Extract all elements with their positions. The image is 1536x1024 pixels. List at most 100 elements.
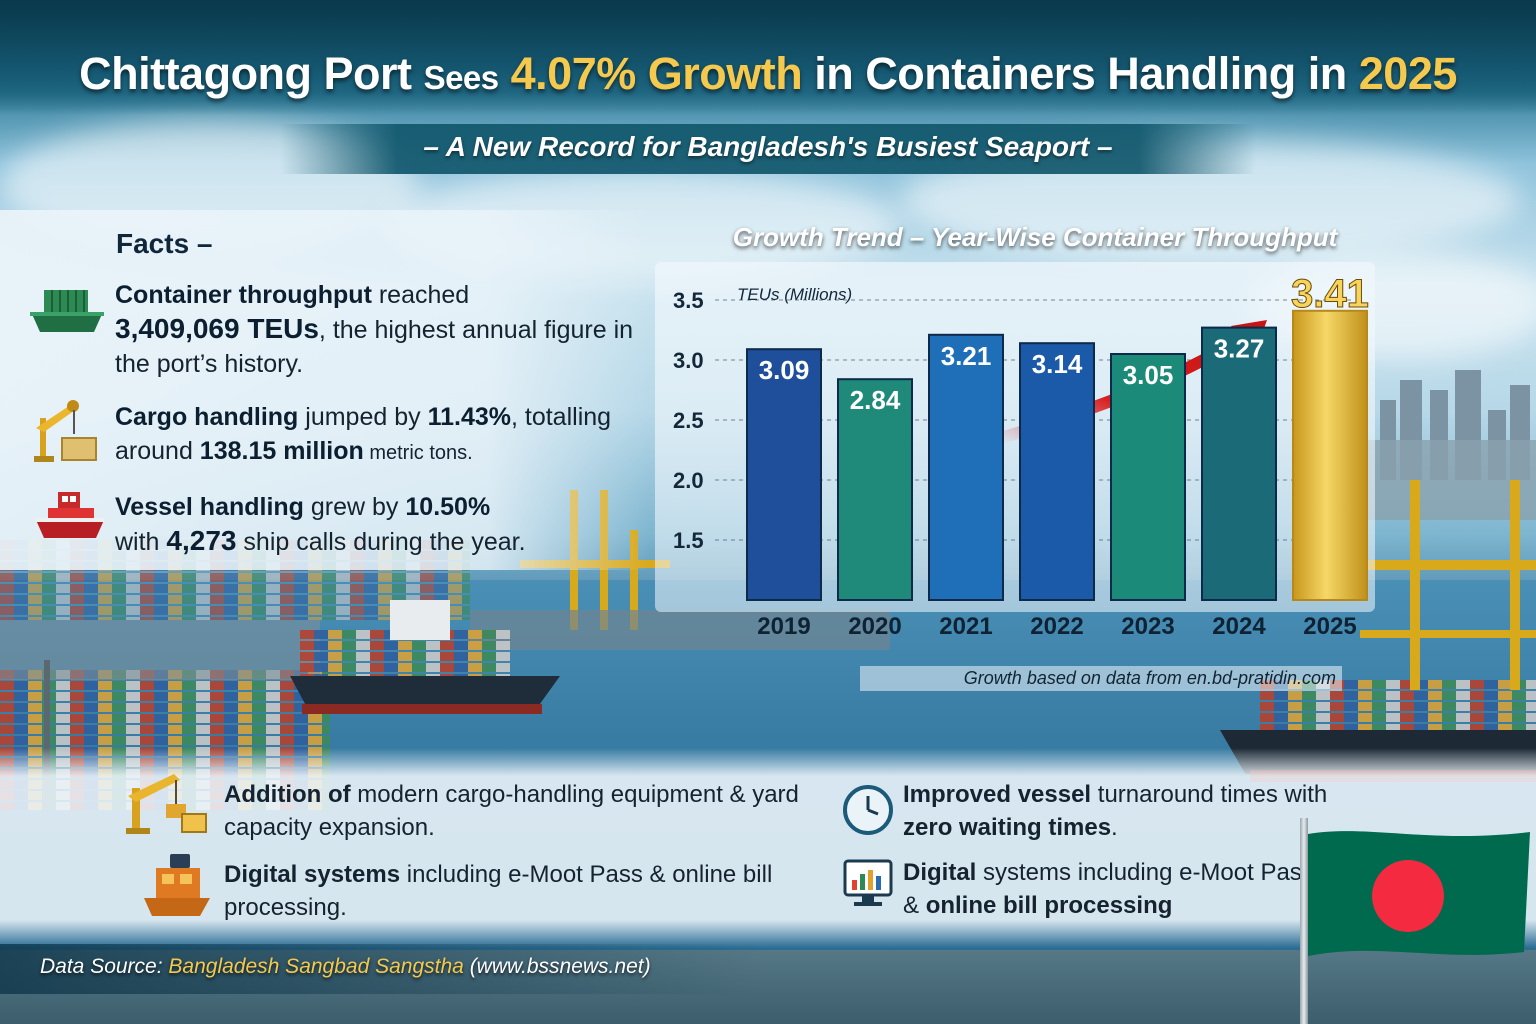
note-text: turnaround times with xyxy=(1091,781,1328,808)
crane-equipment-icon xyxy=(126,774,207,834)
chart-bars xyxy=(746,309,1368,602)
cargo-ship xyxy=(290,600,560,725)
fact-text: grew by xyxy=(303,493,406,521)
clock-icon xyxy=(843,785,893,835)
x-tick-label: 2019 xyxy=(757,613,810,640)
chart-title: Growth Trend – Year-Wise Container Throu… xyxy=(732,222,1338,252)
monitor-chart-icon xyxy=(843,859,893,906)
y-tick-label: 1.5 xyxy=(673,528,704,553)
digital-freight-icon xyxy=(144,854,210,916)
title-text: Sees xyxy=(423,59,500,96)
x-tick-label: 2020 xyxy=(848,613,901,640)
y-tick-label: 2.0 xyxy=(673,468,704,493)
facts-panel xyxy=(0,210,650,570)
fact-item: Container throughput reached 3,409,069 T… xyxy=(115,278,655,381)
source-url: (www.bssnews.net) xyxy=(469,955,651,978)
note-text: including e-Moot Pass & online bill proc… xyxy=(224,861,773,921)
x-tick-label: 2022 xyxy=(1030,613,1083,640)
note-text: modern cargo-handling equipment & yard c… xyxy=(224,781,799,841)
gantry-cranes-right xyxy=(1360,480,1536,690)
bar-value-label: 3.41 xyxy=(1291,272,1369,316)
fact-value: 10.50% xyxy=(405,493,491,521)
note-item: Digital systems including e-Moot Pass & … xyxy=(903,856,1323,922)
note-bold: online bill processing xyxy=(925,892,1173,919)
fact-item: Cargo handling jumped by 11.43%, totalli… xyxy=(115,400,675,470)
note-text: . xyxy=(1111,814,1118,841)
fact-text: ship calls during the year. xyxy=(236,528,526,556)
fact-text: with xyxy=(115,528,167,556)
crane-icon xyxy=(34,400,97,462)
title-year: 2025 xyxy=(1358,48,1458,99)
fact-text: reached xyxy=(371,281,470,309)
fact-item: Vessel handling grew by 10.50% with 4,27… xyxy=(115,490,655,559)
note-item: Improved vessel turnaround times with ze… xyxy=(903,778,1333,844)
note-text: systems including e-Moot Pass & xyxy=(903,859,1314,919)
subtitle-band xyxy=(280,124,1256,174)
title-text: in Containers Handling in xyxy=(814,48,1347,99)
x-tick-label: 2024 xyxy=(1212,613,1266,640)
dock xyxy=(470,610,890,650)
source-label: Data Source: xyxy=(40,955,163,978)
y-tick-label: 3.5 xyxy=(673,288,704,313)
bar-value-label: 3.27 xyxy=(1214,334,1265,364)
bar-value-label: 3.05 xyxy=(1123,360,1174,390)
fact-value: 3,409,069 TEUs xyxy=(115,313,319,344)
facts-heading: Facts – xyxy=(116,228,213,259)
fact-text: metric tons. xyxy=(363,442,473,464)
fact-text: , totalling around xyxy=(115,403,612,465)
chart-x-ticks: 2019 2020 2021 2022 2023 2024 2025 xyxy=(757,613,1356,640)
bar xyxy=(837,378,913,601)
chart-source-note: Growth based on data from en.bd-pratidin… xyxy=(860,666,1342,691)
cargo-ship-icon xyxy=(30,290,104,332)
y-tick-label: 3.0 xyxy=(673,348,704,373)
fact-value: 138.15 million xyxy=(199,437,364,465)
bar xyxy=(1292,309,1368,602)
fact-text: jumped by xyxy=(298,403,428,431)
title-text: Chittagong Port xyxy=(79,48,412,99)
note-bold: Addition of xyxy=(224,781,351,808)
fact-bold: Cargo handling xyxy=(115,403,299,431)
bar-value-label: 3.14 xyxy=(1032,349,1083,379)
x-tick-label: 2025 xyxy=(1303,613,1356,640)
page-title: Chittagong Port Sees 4.07% Growth in Con… xyxy=(0,48,1536,100)
bar xyxy=(1019,342,1095,601)
light-pole xyxy=(44,660,50,810)
fact-value: 11.43% xyxy=(427,403,511,431)
dock xyxy=(0,620,320,680)
note-bold: Digital systems xyxy=(224,861,401,888)
note-item: Digital systems including e-Moot Pass & … xyxy=(224,858,784,924)
source-band xyxy=(0,944,760,994)
fact-bold: Container throughput xyxy=(115,281,372,309)
bottom-panel xyxy=(0,748,1536,948)
city-ground xyxy=(1360,440,1536,520)
title-band xyxy=(0,0,1536,115)
chart-value-labels: 3.09 2.84 3.21 3.14 3.05 3.27 3.41 xyxy=(759,271,1370,415)
data-source: Data Source: Bangladesh Sangbad Sangstha… xyxy=(40,955,651,979)
note-bold: Digital xyxy=(903,859,977,886)
y-axis-label: TEUs (Millions) xyxy=(737,285,852,304)
y-tick-label: 2.5 xyxy=(673,408,704,433)
bar-value-label: 3.21 xyxy=(941,341,992,371)
bar xyxy=(746,348,822,601)
fact-bold: Vessel handling xyxy=(115,493,304,521)
note-bold: zero waiting times xyxy=(903,814,1112,841)
bar-value-label: 3.09 xyxy=(759,355,810,385)
source-name: Bangladesh Sangbad Sangstha xyxy=(168,955,464,978)
x-tick-label: 2021 xyxy=(939,613,992,640)
fact-text: , the highest annual figure in the port’… xyxy=(115,316,634,378)
bangladesh-flag xyxy=(1308,831,1530,956)
fact-value: 4,273 xyxy=(166,525,237,556)
subtitle: – A New Record for Bangladesh's Busiest … xyxy=(423,131,1113,162)
bar xyxy=(1110,353,1186,601)
bar xyxy=(928,333,1004,602)
note-bold: Improved vessel xyxy=(903,781,1092,808)
vessel-icon xyxy=(36,492,104,538)
chart-y-ticks: 1.5 2.0 2.5 3.0 3.5 xyxy=(673,288,704,553)
title-highlight: 4.07% Growth xyxy=(510,48,803,99)
note-item: Addition of modern cargo-handling equipm… xyxy=(224,778,814,844)
x-tick-label: 2023 xyxy=(1121,613,1174,640)
bar xyxy=(1201,326,1277,601)
bar-chart: TEUs (Millions) 3.09 2.84 3.21 3.14 3.05 3.27… xyxy=(673,271,1370,640)
bar-value-label: 2.84 xyxy=(850,385,901,415)
flag-pole xyxy=(1300,818,1308,1024)
